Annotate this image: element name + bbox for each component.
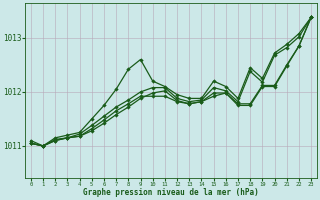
X-axis label: Graphe pression niveau de la mer (hPa): Graphe pression niveau de la mer (hPa) <box>83 188 259 197</box>
